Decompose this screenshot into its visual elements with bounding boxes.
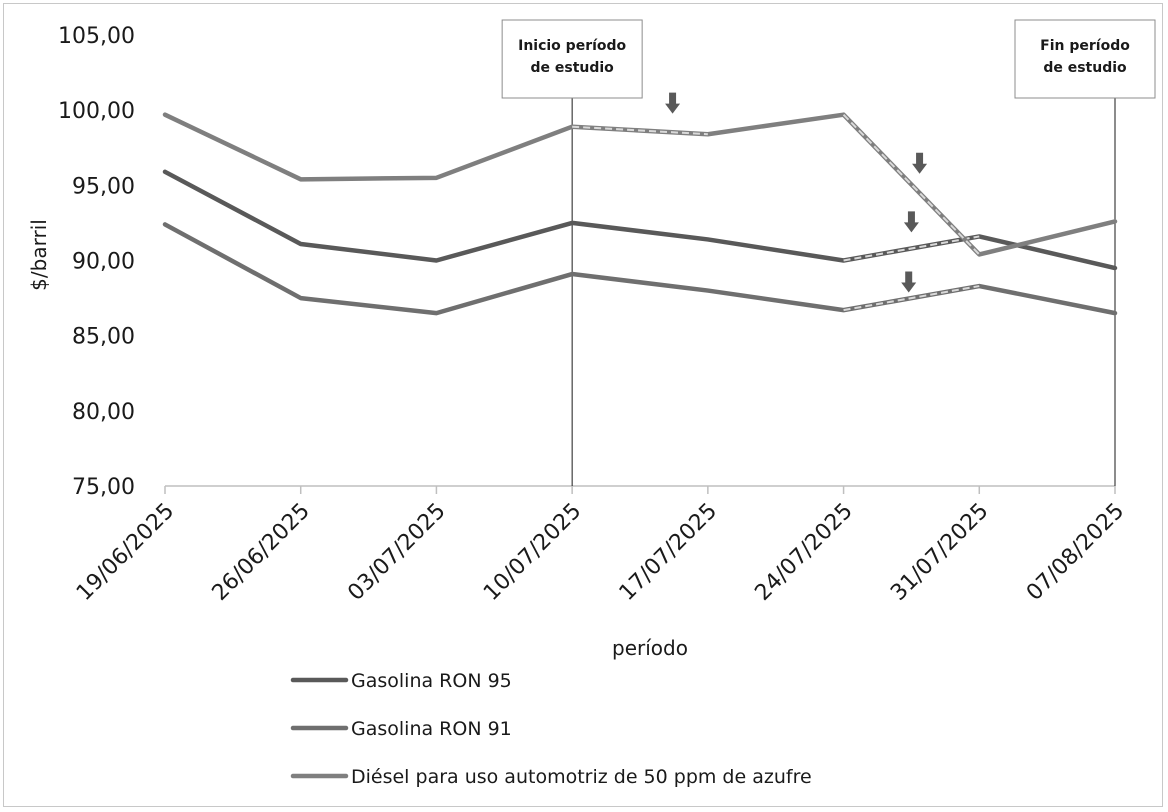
y-tick-label: 90,00 (72, 250, 135, 275)
y-tick-label: 100,00 (58, 99, 135, 124)
x-tick-label: 31/07/2025 (886, 499, 993, 606)
study-period-markers: Inicio período de estudio Fin período de es… (501, 19, 1156, 486)
down-arrow-icon (665, 92, 681, 114)
series-line (162, 112, 1118, 257)
study-period-label: de estudio (1043, 60, 1127, 76)
y-tick-label: 75,00 (72, 475, 135, 500)
down-arrow-icon (912, 152, 928, 174)
y-axis-title: $/barril (27, 219, 51, 291)
x-tick-label: 19/06/2025 (72, 499, 179, 606)
highlighted-segment (843, 285, 980, 312)
axes: 105,00 100,00 95,00 90,00 85,00 80,00 75,0019/… (58, 24, 1129, 606)
down-arrow-icon (903, 211, 919, 233)
y-tick-label: 105,00 (58, 24, 135, 49)
legend-label: Gasolina RON 91 (351, 718, 512, 740)
legend: Gasolina RON 95 Gasolina RON 91 Diésel par… (290, 670, 812, 788)
x-tick-label: 10/07/2025 (479, 499, 586, 606)
legend-label: Diésel para uso automotriz de 50 ppm de … (351, 766, 812, 788)
chart-frame (3, 3, 1163, 807)
x-tick-label: 17/07/2025 (615, 499, 722, 606)
study-period-callout (1014, 19, 1156, 99)
x-tick-label: 03/07/2025 (343, 499, 450, 606)
series-lines (162, 112, 1118, 316)
series-line (162, 169, 1118, 271)
study-period-label: Fin período (1040, 38, 1130, 54)
legend-label: Gasolina RON 95 (351, 670, 512, 692)
down-arrow-icon (901, 271, 917, 293)
study-period-label: de estudio (530, 60, 614, 76)
x-tick-label: 24/07/2025 (750, 499, 857, 606)
decrease-arrows (665, 92, 928, 293)
y-tick-label: 80,00 (72, 400, 135, 425)
y-tick-label: 85,00 (72, 325, 135, 350)
y-tick-label: 95,00 (72, 174, 135, 199)
highlighted-segment (843, 235, 980, 262)
x-axis-title: período (612, 636, 688, 660)
study-period-callout (501, 19, 643, 99)
study-period-label: Inicio período (518, 38, 626, 54)
highlighted-segment (572, 125, 708, 136)
x-tick-label: 26/06/2025 (208, 499, 315, 606)
x-tick-label: 07/08/2025 (1022, 499, 1129, 606)
